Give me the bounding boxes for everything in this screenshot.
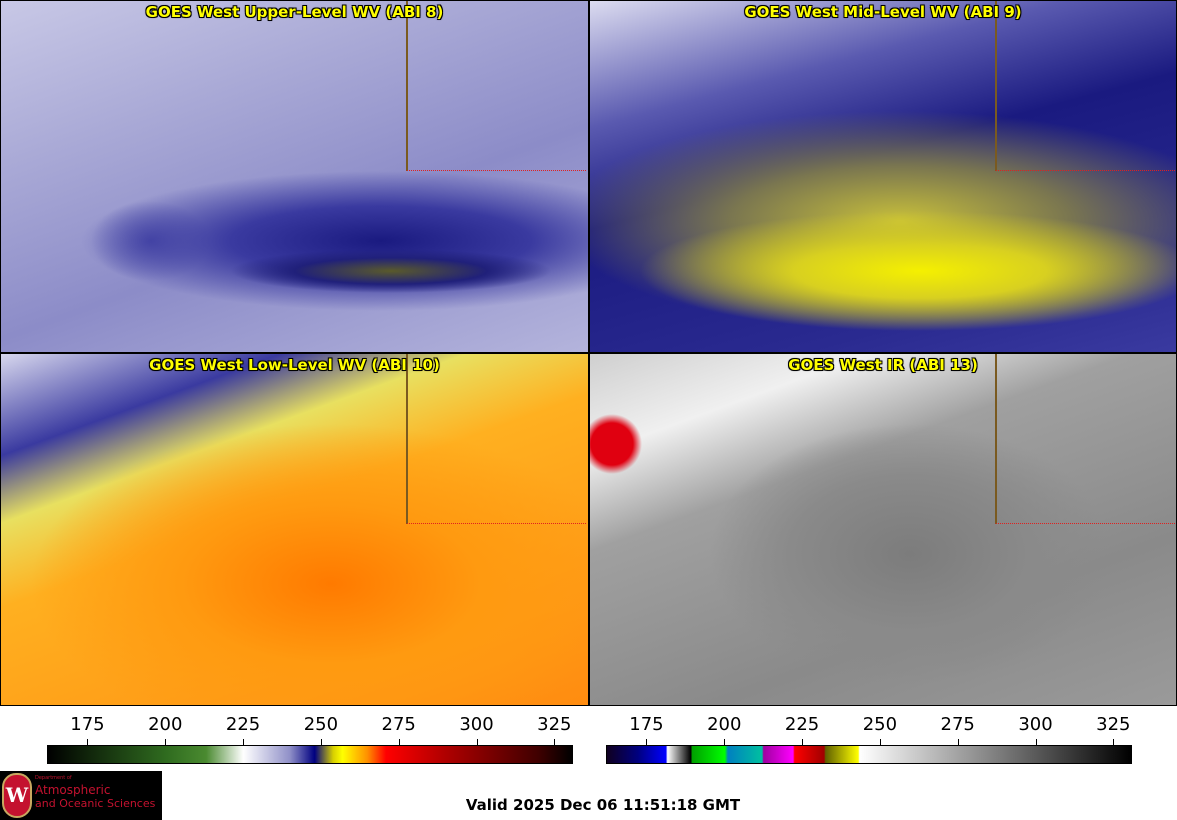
colorbar-tick bbox=[243, 739, 245, 745]
colorbar-tick-label: 275 bbox=[381, 714, 416, 735]
low-level-wv-panel: GOES West Low-Level WV (ABI 10) bbox=[0, 353, 589, 706]
colorbar-tick-label: 225 bbox=[225, 714, 261, 735]
panel-title: GOES West Upper-Level WV (ABI 8) bbox=[145, 3, 444, 21]
aos-logo: W Department of Atmospheric and Oceanic … bbox=[0, 771, 162, 820]
coastline bbox=[995, 1, 1175, 171]
colorbar-tick bbox=[398, 739, 400, 745]
colorbar-tick-label: 250 bbox=[303, 714, 339, 735]
colorbar-tick-label: 300 bbox=[1018, 714, 1053, 735]
colorbar-tick bbox=[1113, 739, 1115, 745]
coastline bbox=[406, 354, 586, 524]
colorbar-tick bbox=[724, 739, 726, 745]
panel-title: GOES West Low-Level WV (ABI 10) bbox=[149, 356, 440, 374]
logo-line3: and Oceanic Sciences bbox=[35, 797, 156, 810]
colorbar-tick-label: 325 bbox=[1096, 714, 1131, 735]
logo-line1: Department of bbox=[35, 775, 72, 781]
colorbar-tick bbox=[1035, 739, 1037, 745]
colorbar-tick-label: 175 bbox=[629, 714, 664, 735]
colorbar-tick-label: 200 bbox=[707, 714, 742, 735]
coastline bbox=[995, 354, 1175, 524]
panel-title: GOES West Mid-Level WV (ABI 9) bbox=[744, 3, 1022, 21]
colorbar-tick bbox=[646, 739, 648, 745]
mid-level-wv-panel: GOES West Mid-Level WV (ABI 9) bbox=[589, 0, 1177, 353]
colorbar-tick bbox=[87, 739, 89, 745]
colorbar-tick-label: 250 bbox=[862, 714, 898, 735]
colorbar-tick-label: 300 bbox=[459, 714, 494, 735]
wv-colorbar bbox=[47, 745, 573, 764]
ir-colorbar bbox=[606, 745, 1132, 764]
uw-seal-icon: W bbox=[2, 773, 32, 818]
colorbar-tick bbox=[476, 739, 478, 745]
colorbar-tick-label: 175 bbox=[70, 714, 105, 735]
valid-time: Valid 2025 Dec 06 11:51:18 GMT bbox=[465, 796, 741, 814]
colorbar-tick-label: 200 bbox=[148, 714, 183, 735]
colorbar-tick-label: 275 bbox=[940, 714, 975, 735]
coastline bbox=[406, 1, 586, 171]
logo-line2: Atmospheric bbox=[35, 783, 111, 797]
colorbar-tick-label: 225 bbox=[784, 714, 820, 735]
colorbar-tick-label: 325 bbox=[537, 714, 572, 735]
colorbar-tick bbox=[802, 739, 804, 745]
colorbar-tick bbox=[165, 739, 167, 745]
colorbar-tick bbox=[879, 739, 881, 745]
colorbar-tick bbox=[320, 739, 322, 745]
colorbar-tick bbox=[554, 739, 556, 745]
upper-level-wv-panel: GOES West Upper-Level WV (ABI 8) bbox=[0, 0, 589, 353]
colorbar-tick bbox=[957, 739, 959, 745]
panel-title: GOES West IR (ABI 13) bbox=[788, 356, 978, 374]
ir-panel: GOES West IR (ABI 13) bbox=[589, 353, 1177, 706]
